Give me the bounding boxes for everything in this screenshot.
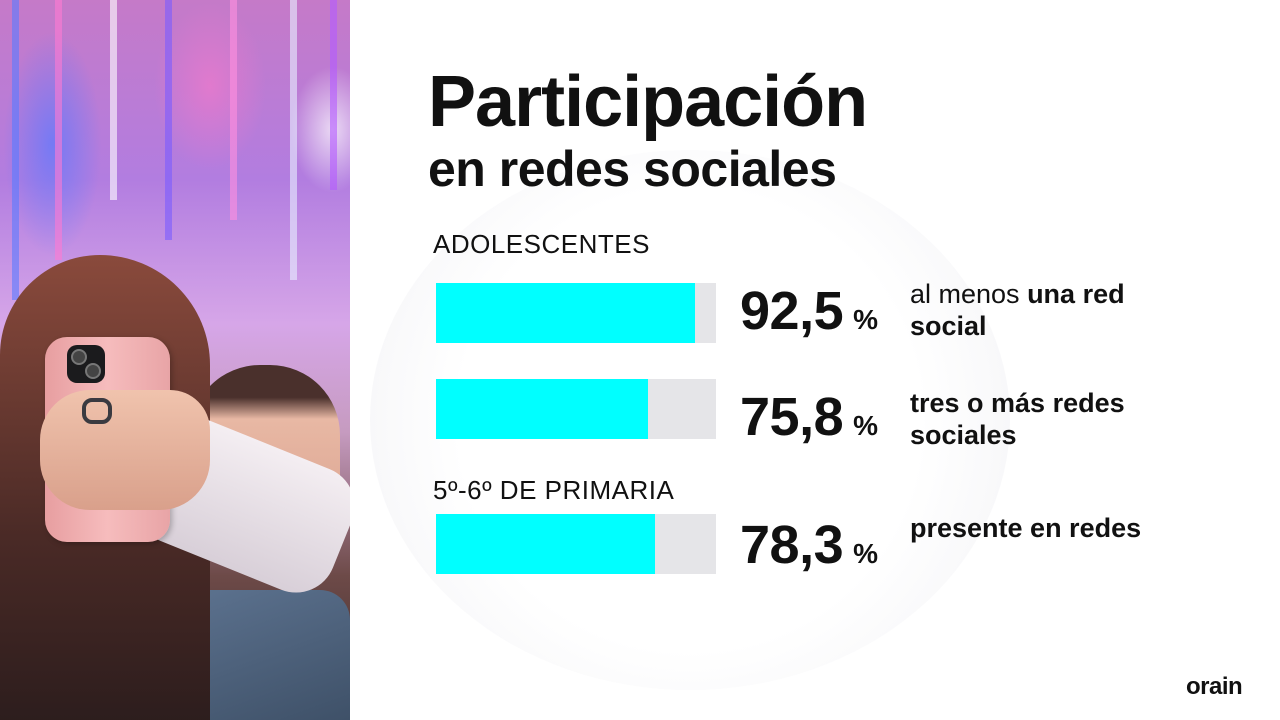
brand-logo: orain — [1186, 673, 1243, 700]
hero-photo — [0, 0, 350, 720]
bar-fill-3 — [436, 514, 656, 574]
description-3: presente en redes — [910, 513, 1142, 543]
bar-track-3 — [436, 514, 716, 574]
percent-sign-3: % — [853, 538, 879, 569]
section-label-teens: ADOLESCENTES — [433, 229, 650, 259]
value-label-3: 78,3% — [740, 514, 878, 576]
value-label-1: 92,5% — [740, 280, 878, 342]
bar-track-2 — [436, 379, 716, 439]
page-title: Participación — [428, 62, 868, 142]
description-1: al menos una red social — [910, 279, 1125, 341]
bar-fill-2 — [436, 379, 649, 439]
bar-fill-1 — [436, 283, 695, 343]
percent-sign-2: % — [853, 410, 879, 441]
description-2: tres o más redes sociales — [910, 388, 1125, 450]
page-subtitle: en redes sociales — [428, 141, 837, 197]
percent-sign-1: % — [853, 304, 879, 335]
value-number-2: 75,8 — [740, 387, 844, 447]
bar-track-1 — [436, 283, 716, 343]
value-number-3: 78,3 — [740, 515, 844, 575]
section-label-primary: 5º-6º DE PRIMARIA — [433, 475, 675, 505]
value-label-2: 75,8% — [740, 386, 878, 448]
camera-icon — [67, 345, 105, 383]
value-number-1: 92,5 — [740, 281, 844, 341]
